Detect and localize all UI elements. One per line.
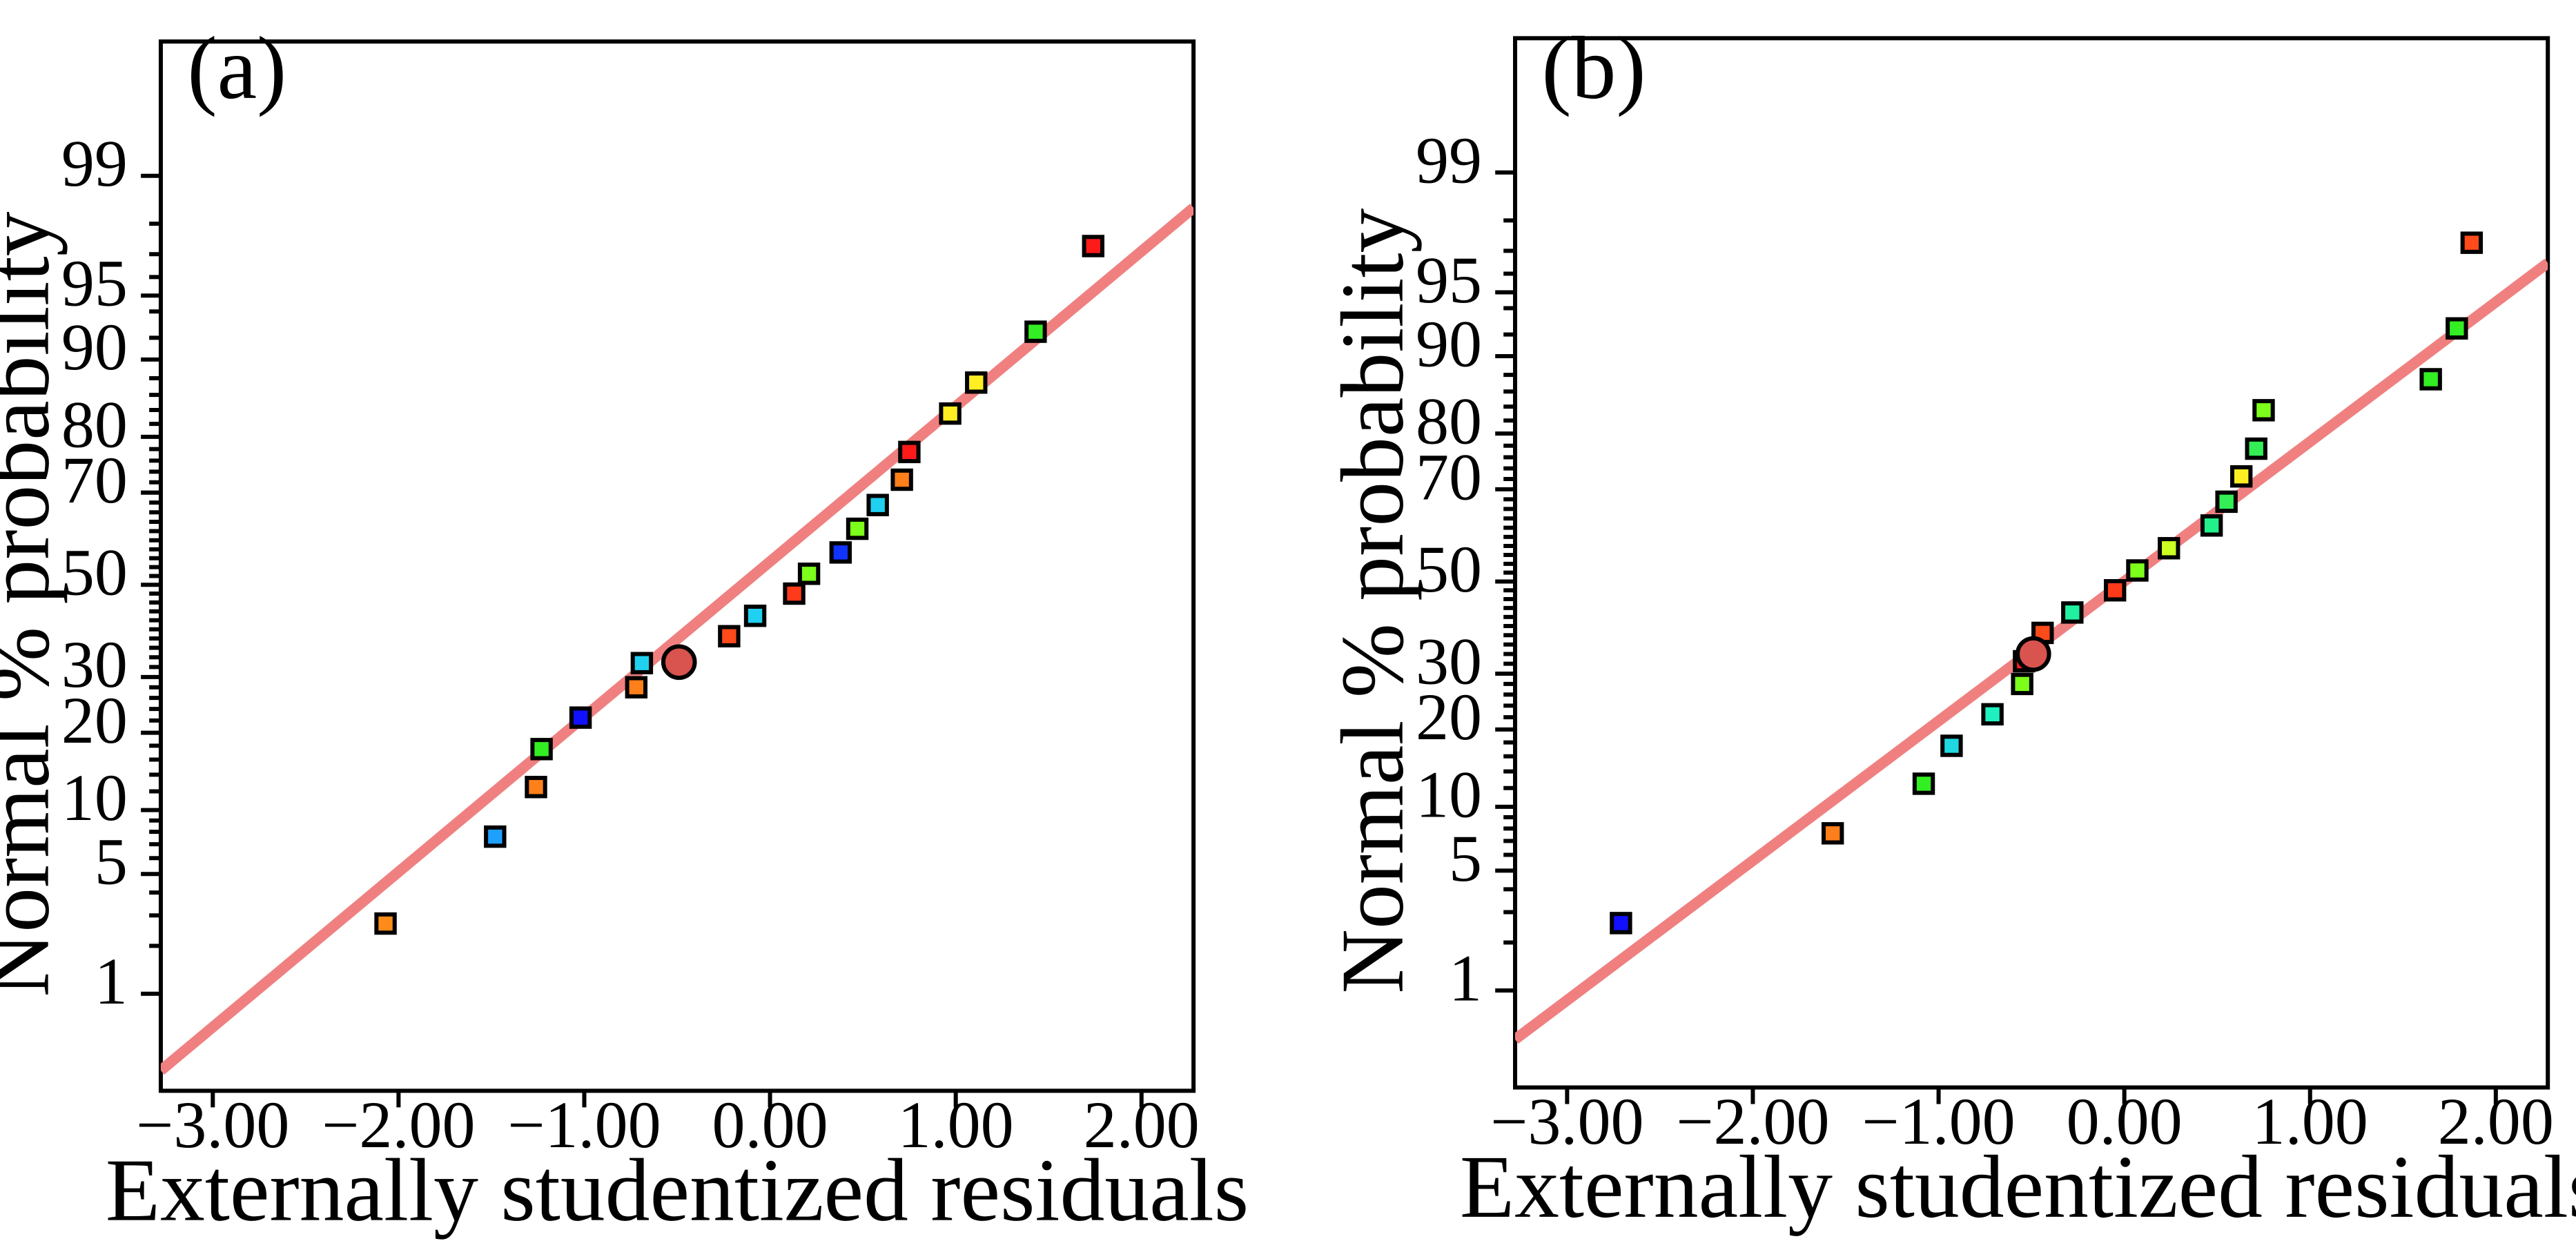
data-point xyxy=(2158,537,2180,560)
y-tick-label: 70 xyxy=(61,443,128,517)
plot-frame xyxy=(158,39,1196,1093)
y-tick-label: 10 xyxy=(61,761,128,834)
data-point xyxy=(718,625,741,647)
data-point xyxy=(625,676,648,699)
y-tick-label: 30 xyxy=(1416,624,1482,698)
data-point xyxy=(743,604,767,627)
y-tick-label: 99 xyxy=(61,126,128,200)
data-point xyxy=(965,371,988,394)
x-axis-label-b: Externally studentized residuals xyxy=(1460,1137,2576,1237)
data-point xyxy=(890,468,913,491)
data-point xyxy=(374,912,397,935)
panel-b: (b) Externally studentized residuals Nor… xyxy=(1323,19,2576,1237)
x-tick-label: 1.00 xyxy=(2252,1084,2368,1158)
y-tick-label: 80 xyxy=(61,387,128,461)
data-point xyxy=(2460,231,2484,254)
data-point xyxy=(2419,368,2442,391)
data-point xyxy=(530,738,553,761)
data-point xyxy=(2446,317,2468,340)
data-point xyxy=(2061,601,2084,624)
x-tick-label: 2.00 xyxy=(2438,1084,2554,1158)
y-tick-label: 50 xyxy=(1416,532,1482,606)
data-point xyxy=(630,652,654,674)
data-point xyxy=(1940,734,1963,757)
data-point xyxy=(1082,235,1105,257)
y-tick-label: 1 xyxy=(1449,941,1482,1015)
x-tick-label: −3.00 xyxy=(136,1088,289,1162)
x-tick-label: 0.00 xyxy=(712,1088,828,1162)
y-axis-label-b: Normal % probability xyxy=(1323,208,1423,994)
y-tick-label: 70 xyxy=(1416,440,1482,514)
data-point xyxy=(1821,822,1844,845)
data-point xyxy=(2103,579,2127,602)
data-point xyxy=(2200,514,2223,537)
x-tick-label: 2.00 xyxy=(1084,1088,1200,1162)
x-tick-label: −2.00 xyxy=(322,1088,475,1162)
data-point xyxy=(1610,912,1632,935)
data-point xyxy=(783,582,806,605)
plot-frame xyxy=(1513,36,2550,1090)
x-tick-label: 0.00 xyxy=(2067,1084,2183,1158)
fit-line xyxy=(160,204,1194,1075)
y-tick-label: 1 xyxy=(95,944,128,1018)
panel-label-a: (a) xyxy=(187,19,286,118)
y-tick-label: 5 xyxy=(95,825,128,899)
x-tick-label: 1.00 xyxy=(898,1088,1014,1162)
y-tick-label: 50 xyxy=(61,536,128,609)
data-point xyxy=(569,706,592,729)
data-point xyxy=(898,440,921,464)
y-tick-label: 99 xyxy=(1416,123,1482,197)
panel-a: (a) Externally studentized residuals Nor… xyxy=(0,19,1249,1240)
data-point xyxy=(525,776,547,799)
y-tick-label: 5 xyxy=(1449,821,1482,895)
y-tick-label: 30 xyxy=(61,627,128,701)
data-point xyxy=(2215,490,2238,514)
data-point xyxy=(2245,437,2267,460)
data-point xyxy=(797,563,821,585)
data-point xyxy=(1024,320,1047,343)
highlight-point xyxy=(661,644,697,681)
y-tick-label: 20 xyxy=(61,683,128,757)
x-tick-label: −2.00 xyxy=(1676,1084,1829,1158)
x-tick-label: −3.00 xyxy=(1490,1084,1643,1158)
data-point xyxy=(484,825,507,848)
y-tick-label: 20 xyxy=(1416,680,1482,754)
x-tick-label: −1.00 xyxy=(507,1088,661,1162)
data-point xyxy=(866,494,889,516)
data-point xyxy=(1912,772,1935,795)
data-point xyxy=(1981,703,2004,726)
data-point xyxy=(2229,465,2253,488)
y-tick-label: 95 xyxy=(1416,243,1482,317)
data-point xyxy=(846,517,869,540)
data-point xyxy=(829,541,852,564)
y-tick-label: 95 xyxy=(61,246,128,320)
y-tick-label: 80 xyxy=(1416,384,1482,458)
y-axis-label-a: Normal % probability xyxy=(0,211,68,997)
y-tick-label: 90 xyxy=(1416,306,1482,380)
data-point xyxy=(2126,559,2149,582)
y-tick-label: 10 xyxy=(1416,757,1482,831)
data-point xyxy=(2252,399,2275,422)
data-point xyxy=(939,402,962,425)
y-tick-label: 90 xyxy=(61,310,128,384)
x-axis-label-a: Externally studentized residuals xyxy=(106,1141,1249,1240)
x-tick-label: −1.00 xyxy=(1862,1084,2015,1158)
highlight-point xyxy=(2015,636,2051,672)
panel-label-b: (b) xyxy=(1541,19,1646,118)
data-point xyxy=(2011,672,2033,696)
